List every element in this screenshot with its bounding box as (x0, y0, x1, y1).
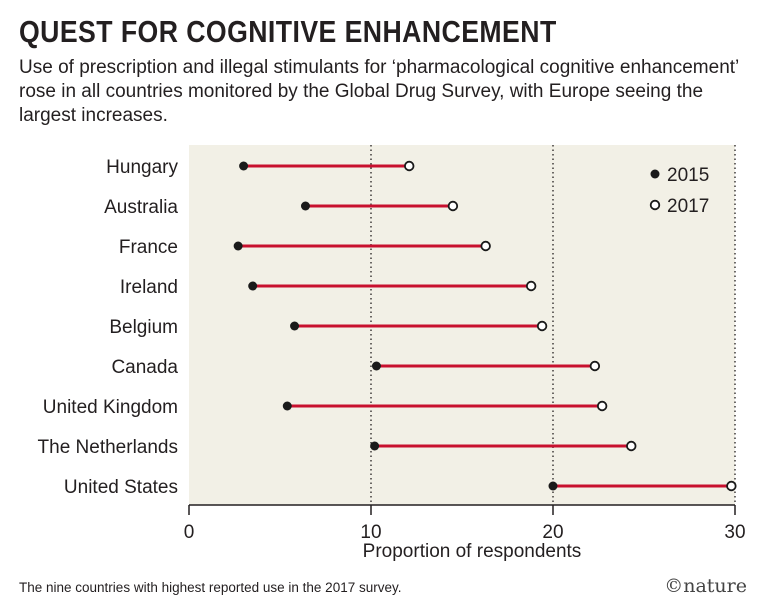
point-2015 (239, 161, 249, 171)
category-label: Ireland (120, 277, 178, 298)
legend-label-2017: 2017 (667, 196, 709, 217)
point-2015 (300, 201, 310, 211)
point-2017 (626, 440, 637, 452)
legend-marker-open (649, 199, 661, 211)
category-label: The Netherlands (38, 437, 178, 458)
legend-marker-filled (650, 169, 660, 179)
tick-label-20: 20 (542, 522, 563, 543)
row-hungary: Hungary (106, 157, 415, 178)
x-axis-title: Proportion of respondents (363, 541, 582, 562)
point-2017 (596, 400, 608, 412)
tick-label-0: 0 (184, 522, 195, 543)
tick-label-30: 30 (724, 522, 745, 543)
legend-label-2015: 2015 (667, 165, 709, 186)
row-united-states: United States (64, 477, 737, 498)
point-2015 (233, 241, 243, 251)
row-australia: Australia (104, 197, 459, 218)
chart-subtitle: Use of prescription and illegal stimulan… (19, 57, 739, 126)
point-2015 (548, 481, 558, 491)
tick-label-10: 10 (360, 522, 381, 543)
point-2015 (371, 361, 381, 371)
category-label: Belgium (109, 317, 178, 338)
point-2017 (589, 360, 601, 372)
category-label: Canada (111, 357, 178, 378)
row-ireland: Ireland (120, 277, 537, 298)
nature-credit-logo: ©nature (664, 575, 747, 597)
point-2015 (290, 321, 300, 331)
row-united-kingdom: United Kingdom (43, 397, 608, 418)
footnote: The nine countries with highest reported… (19, 580, 402, 595)
row-france: France (119, 237, 491, 258)
row-the-netherlands: The Netherlands (38, 437, 637, 458)
chart-title: QUEST FOR COGNITIVE ENHANCEMENT (19, 14, 557, 49)
category-label: United Kingdom (43, 397, 178, 418)
category-label: Hungary (106, 157, 178, 178)
row-belgium: Belgium (109, 317, 548, 338)
point-2017 (536, 320, 548, 332)
point-2017 (525, 280, 537, 292)
category-label: Australia (104, 197, 178, 218)
point-2017 (447, 200, 459, 212)
point-2015 (370, 441, 380, 451)
point-2017 (726, 480, 737, 492)
point-2015 (282, 401, 292, 411)
category-label: United States (64, 477, 178, 498)
row-canada: Canada (111, 357, 601, 378)
legend: 2015 2017 (649, 165, 709, 217)
point-2017 (404, 160, 415, 172)
point-2017 (480, 240, 491, 252)
point-2015 (248, 281, 258, 291)
category-label: France (119, 237, 178, 258)
